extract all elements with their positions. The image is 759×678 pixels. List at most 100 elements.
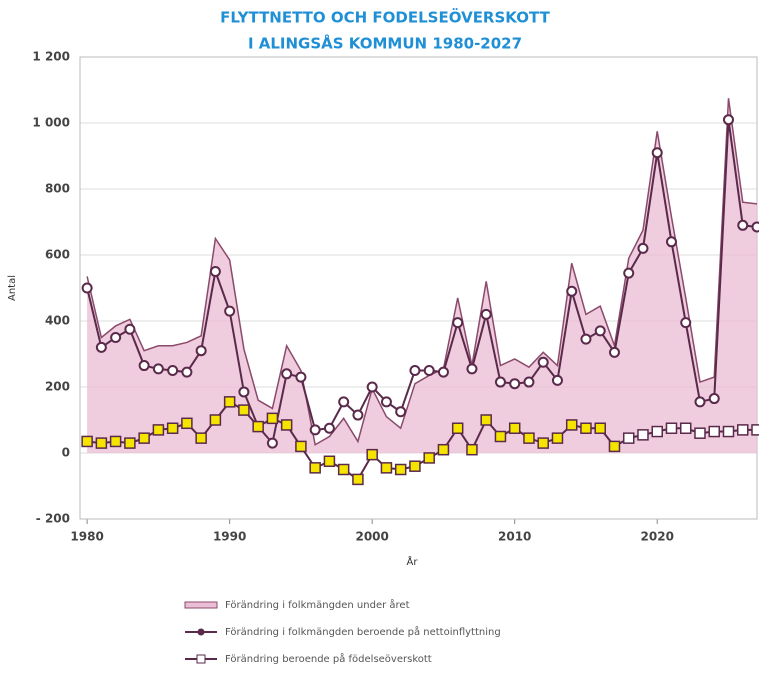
legend-label: Förändring i folkmängden under året <box>225 598 410 611</box>
point <box>566 285 578 297</box>
point <box>523 376 535 388</box>
point <box>195 432 207 444</box>
point <box>323 422 335 434</box>
point <box>523 432 535 444</box>
x-tick-label: 2000 <box>355 530 388 544</box>
point <box>736 424 749 436</box>
point <box>181 417 193 430</box>
point <box>452 317 464 329</box>
legend-label: Förändring i folkmängden beroende på net… <box>225 625 501 638</box>
point <box>337 463 350 476</box>
point <box>309 424 321 436</box>
point <box>95 437 108 449</box>
legend-marker <box>197 628 205 636</box>
point <box>295 440 307 453</box>
point <box>338 396 350 408</box>
x-tick-label: 2010 <box>498 530 531 544</box>
point <box>395 406 407 418</box>
y-tick-label: 400 <box>45 314 70 328</box>
point <box>209 414 222 426</box>
point <box>466 443 478 456</box>
point <box>152 363 164 375</box>
point <box>580 333 592 345</box>
point <box>252 420 264 433</box>
point <box>637 429 649 441</box>
x-tick-label: 2020 <box>641 530 674 544</box>
point <box>537 356 549 368</box>
point <box>651 425 663 438</box>
point <box>665 422 678 434</box>
point <box>722 114 734 126</box>
point <box>409 365 421 376</box>
legend-marker <box>196 654 206 664</box>
point <box>494 430 507 443</box>
point <box>309 462 321 474</box>
point <box>608 440 621 453</box>
point <box>680 317 692 329</box>
point <box>266 437 278 449</box>
point <box>95 341 107 353</box>
point <box>480 308 492 320</box>
legend-swatch <box>184 601 218 609</box>
point <box>380 396 392 408</box>
point <box>394 463 407 476</box>
point <box>623 267 635 279</box>
point <box>508 422 521 434</box>
point <box>223 396 236 408</box>
point <box>637 242 649 254</box>
legend-label: Förändring beroende på födelseöverskott <box>225 652 432 665</box>
y-tick-label: 200 <box>45 380 70 394</box>
area <box>87 98 757 453</box>
point <box>437 443 450 456</box>
point <box>551 432 564 444</box>
point <box>423 365 435 376</box>
point <box>451 422 464 434</box>
point <box>81 435 93 448</box>
point <box>694 396 706 408</box>
chart-title: FLYTTNETTO OCH FODELSEÖVERSKOTT <box>220 8 550 27</box>
point <box>124 323 136 335</box>
point <box>708 393 720 405</box>
y-tick-label: 600 <box>45 248 70 262</box>
point <box>280 419 293 431</box>
y-tick-label: - 200 <box>36 512 70 526</box>
point <box>679 422 692 434</box>
point <box>224 305 236 317</box>
point <box>266 412 279 425</box>
point <box>380 462 393 474</box>
point <box>694 427 706 439</box>
point <box>565 419 578 431</box>
point <box>737 219 749 231</box>
point <box>494 376 506 388</box>
point <box>466 363 478 375</box>
x-tick-label: 1980 <box>70 530 103 544</box>
point <box>366 381 378 393</box>
point <box>651 147 663 159</box>
point <box>209 266 221 277</box>
x-tick-label: 1990 <box>213 530 246 544</box>
point <box>608 346 620 358</box>
point <box>81 282 93 294</box>
point <box>181 366 193 378</box>
y-axis-label: Antal <box>7 275 18 301</box>
point <box>409 460 421 472</box>
point <box>708 425 720 438</box>
point <box>295 371 307 383</box>
point <box>594 422 606 434</box>
point <box>110 332 122 343</box>
point <box>166 422 179 434</box>
point <box>722 425 735 438</box>
point <box>366 448 378 461</box>
point <box>238 404 250 416</box>
point <box>537 437 549 449</box>
point <box>622 432 635 444</box>
point <box>480 414 492 426</box>
point <box>323 455 336 467</box>
point <box>167 365 179 376</box>
point <box>665 236 677 248</box>
point <box>124 437 136 449</box>
point <box>238 386 250 398</box>
point <box>551 374 563 386</box>
point <box>423 452 435 464</box>
